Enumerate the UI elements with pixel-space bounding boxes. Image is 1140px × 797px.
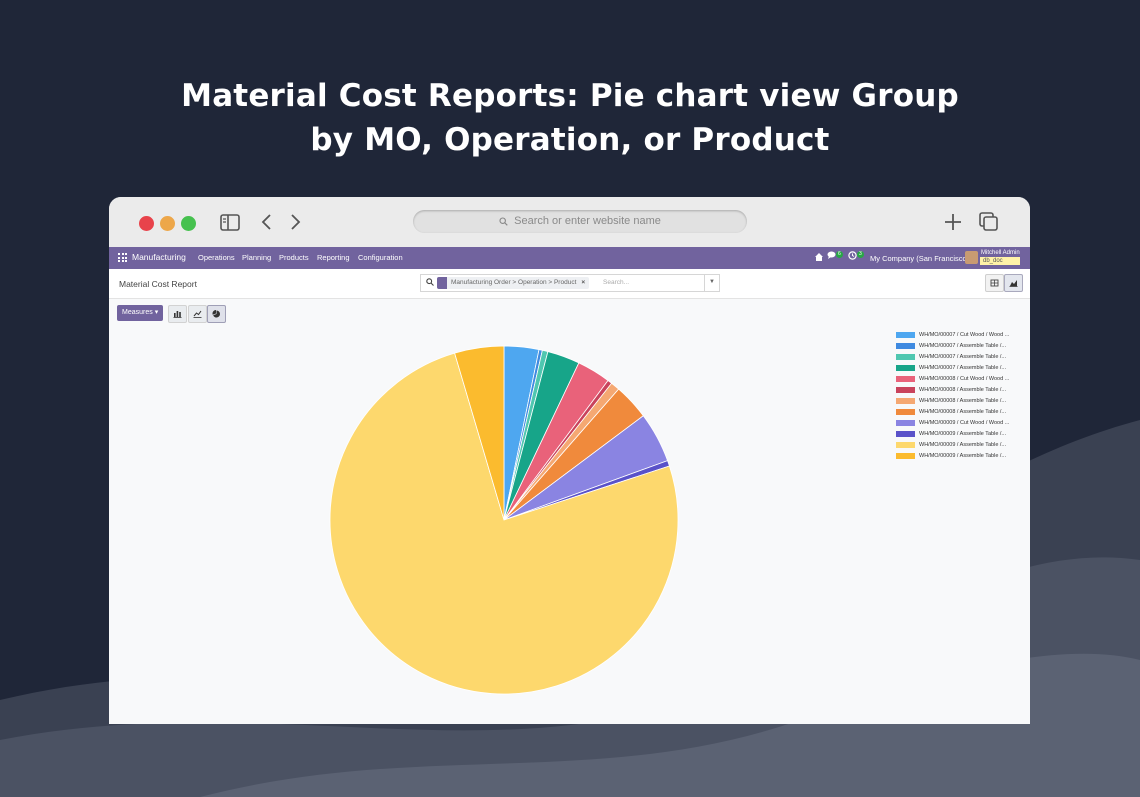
bar-chart-button[interactable] (168, 305, 187, 323)
legend-swatch (896, 365, 915, 371)
back-arrow-icon[interactable] (260, 212, 274, 232)
legend-label: WH/MO/00008 / Cut Wood / Wood ... (919, 376, 1010, 382)
legend-swatch (896, 398, 915, 404)
legend-swatch (896, 409, 915, 415)
address-bar[interactable]: Search or enter website name (413, 210, 747, 233)
menu-configuration[interactable]: Configuration (358, 253, 403, 262)
close-icon[interactable]: × (581, 279, 586, 286)
search-bar[interactable]: Manufacturing Order > Operation > Produc… (420, 274, 720, 292)
groupby-facet[interactable]: Manufacturing Order > Operation > Produc… (437, 277, 590, 289)
pie-chart (329, 345, 679, 695)
app-name[interactable]: Manufacturing (132, 252, 186, 262)
facet-label: Manufacturing Order > Operation > Produc… (451, 279, 577, 286)
legend-swatch (896, 332, 915, 338)
legend-label: WH/MO/00009 / Assemble Table /... (919, 431, 1007, 437)
measures-label: Measures (122, 309, 153, 316)
layers-icon (437, 277, 447, 289)
menu-planning[interactable]: Planning (242, 253, 272, 262)
search-icon (426, 278, 434, 286)
odoo-main-navbar: Manufacturing Operations Planning Produc… (109, 247, 1030, 269)
page-headline: Material Cost Reports: Pie chart view Gr… (0, 74, 1140, 162)
legend-label: WH/MO/00008 / Assemble Table /... (919, 409, 1007, 415)
user-name[interactable]: Mitchell Admin (981, 250, 1020, 256)
new-tab-plus-icon[interactable] (944, 212, 962, 232)
legend-item[interactable]: WH/MO/00009 / Assemble Table /... (896, 431, 1009, 442)
legend-swatch (896, 420, 915, 426)
database-name: db_doc (980, 257, 1020, 265)
pie-slice[interactable] (329, 352, 679, 695)
search-icon (499, 217, 508, 226)
clock-icon (848, 251, 857, 260)
area-chart-icon (1009, 280, 1018, 287)
legend-swatch (896, 354, 915, 360)
browser-toolbar: Search or enter website name (109, 197, 1030, 247)
legend-item[interactable]: WH/MO/00009 / Cut Wood / Wood ... (896, 420, 1009, 431)
pie-chart-icon (212, 309, 220, 318)
legend-label: WH/MO/00009 / Assemble Table /... (919, 442, 1007, 448)
legend-swatch (896, 431, 915, 437)
legend-label: WH/MO/00007 / Cut Wood / Wood ... (919, 332, 1010, 338)
minimize-window-button[interactable] (160, 216, 175, 231)
legend-swatch (896, 442, 915, 448)
legend-item[interactable]: WH/MO/00007 / Assemble Table /... (896, 343, 1009, 354)
menu-products[interactable]: Products (279, 253, 309, 262)
chart-legend: WH/MO/00007 / Cut Wood / Wood ... WH/MO/0… (896, 332, 1009, 464)
activities-count-badge: 3 (857, 251, 864, 258)
graph-toolbar: Measures ▾ (109, 299, 1030, 323)
caret-down-icon: ▾ (154, 309, 159, 316)
legend-label: WH/MO/00008 / Assemble Table /... (919, 387, 1007, 393)
home-icon[interactable] (815, 253, 823, 261)
legend-item[interactable]: WH/MO/00008 / Assemble Table /... (896, 387, 1009, 398)
legend-item[interactable]: WH/MO/00008 / Assemble Table /... (896, 398, 1009, 409)
legend-item[interactable]: WH/MO/00008 / Cut Wood / Wood ... (896, 376, 1009, 387)
legend-swatch (896, 387, 915, 393)
messages-indicator[interactable]: 6 (827, 251, 843, 261)
menu-operations[interactable]: Operations (198, 253, 235, 262)
headline-line-2: by MO, Operation, or Product (310, 122, 830, 158)
forward-arrow-icon[interactable] (288, 212, 302, 232)
legend-label: WH/MO/00009 / Assemble Table /... (919, 453, 1007, 459)
legend-item[interactable]: WH/MO/00009 / Assemble Table /... (896, 442, 1009, 453)
control-panel: Material Cost Report Manufacturing Order… (109, 269, 1030, 299)
apps-menu-icon[interactable] (118, 253, 127, 262)
table-icon (990, 279, 999, 287)
menu-reporting[interactable]: Reporting (317, 253, 350, 262)
legend-item[interactable]: WH/MO/00007 / Assemble Table /... (896, 354, 1009, 365)
avatar[interactable] (965, 251, 978, 264)
legend-item[interactable]: WH/MO/00009 / Assemble Table /... (896, 453, 1009, 464)
address-placeholder: Search or enter website name (514, 215, 661, 227)
legend-label: WH/MO/00007 / Assemble Table /... (919, 343, 1007, 349)
legend-swatch (896, 453, 915, 459)
close-window-button[interactable] (139, 216, 154, 231)
browser-window: Search or enter website name Manufacturi… (109, 197, 1030, 724)
legend-item[interactable]: WH/MO/00008 / Assemble Table /... (896, 409, 1009, 420)
pie-chart-button[interactable] (207, 305, 226, 323)
legend-swatch (896, 376, 915, 382)
pivot-view-button[interactable] (985, 274, 1004, 292)
headline-line-1: Material Cost Reports: Pie chart view Gr… (181, 78, 959, 114)
chevron-down-icon[interactable]: ▼ (704, 275, 719, 291)
tabs-overview-icon[interactable] (979, 212, 999, 232)
legend-item[interactable]: WH/MO/00007 / Cut Wood / Wood ... (896, 332, 1009, 343)
legend-label: WH/MO/00007 / Assemble Table /... (919, 365, 1007, 371)
legend-swatch (896, 343, 915, 349)
sidebar-toggle-icon[interactable] (220, 214, 240, 231)
company-switcher[interactable]: My Company (San Francisco) (870, 254, 970, 263)
measures-dropdown-button[interactable]: Measures ▾ (117, 305, 164, 321)
legend-item[interactable]: WH/MO/00007 / Assemble Table /... (896, 365, 1009, 376)
line-chart-button[interactable] (188, 305, 207, 323)
graph-view-button[interactable] (1004, 274, 1023, 292)
legend-label: WH/MO/00007 / Assemble Table /... (919, 354, 1007, 360)
search-input[interactable]: Search... (603, 279, 630, 286)
bar-chart-icon (173, 311, 182, 318)
legend-label: WH/MO/00009 / Cut Wood / Wood ... (919, 420, 1010, 426)
chat-icon (827, 251, 836, 259)
pie-slice[interactable] (454, 345, 505, 521)
activities-indicator[interactable]: 3 (848, 251, 864, 262)
legend-label: WH/MO/00008 / Assemble Table /... (919, 398, 1007, 404)
breadcrumb: Material Cost Report (119, 279, 197, 289)
maximize-window-button[interactable] (181, 216, 196, 231)
messages-count-badge: 6 (836, 251, 843, 258)
line-chart-icon (193, 310, 202, 318)
